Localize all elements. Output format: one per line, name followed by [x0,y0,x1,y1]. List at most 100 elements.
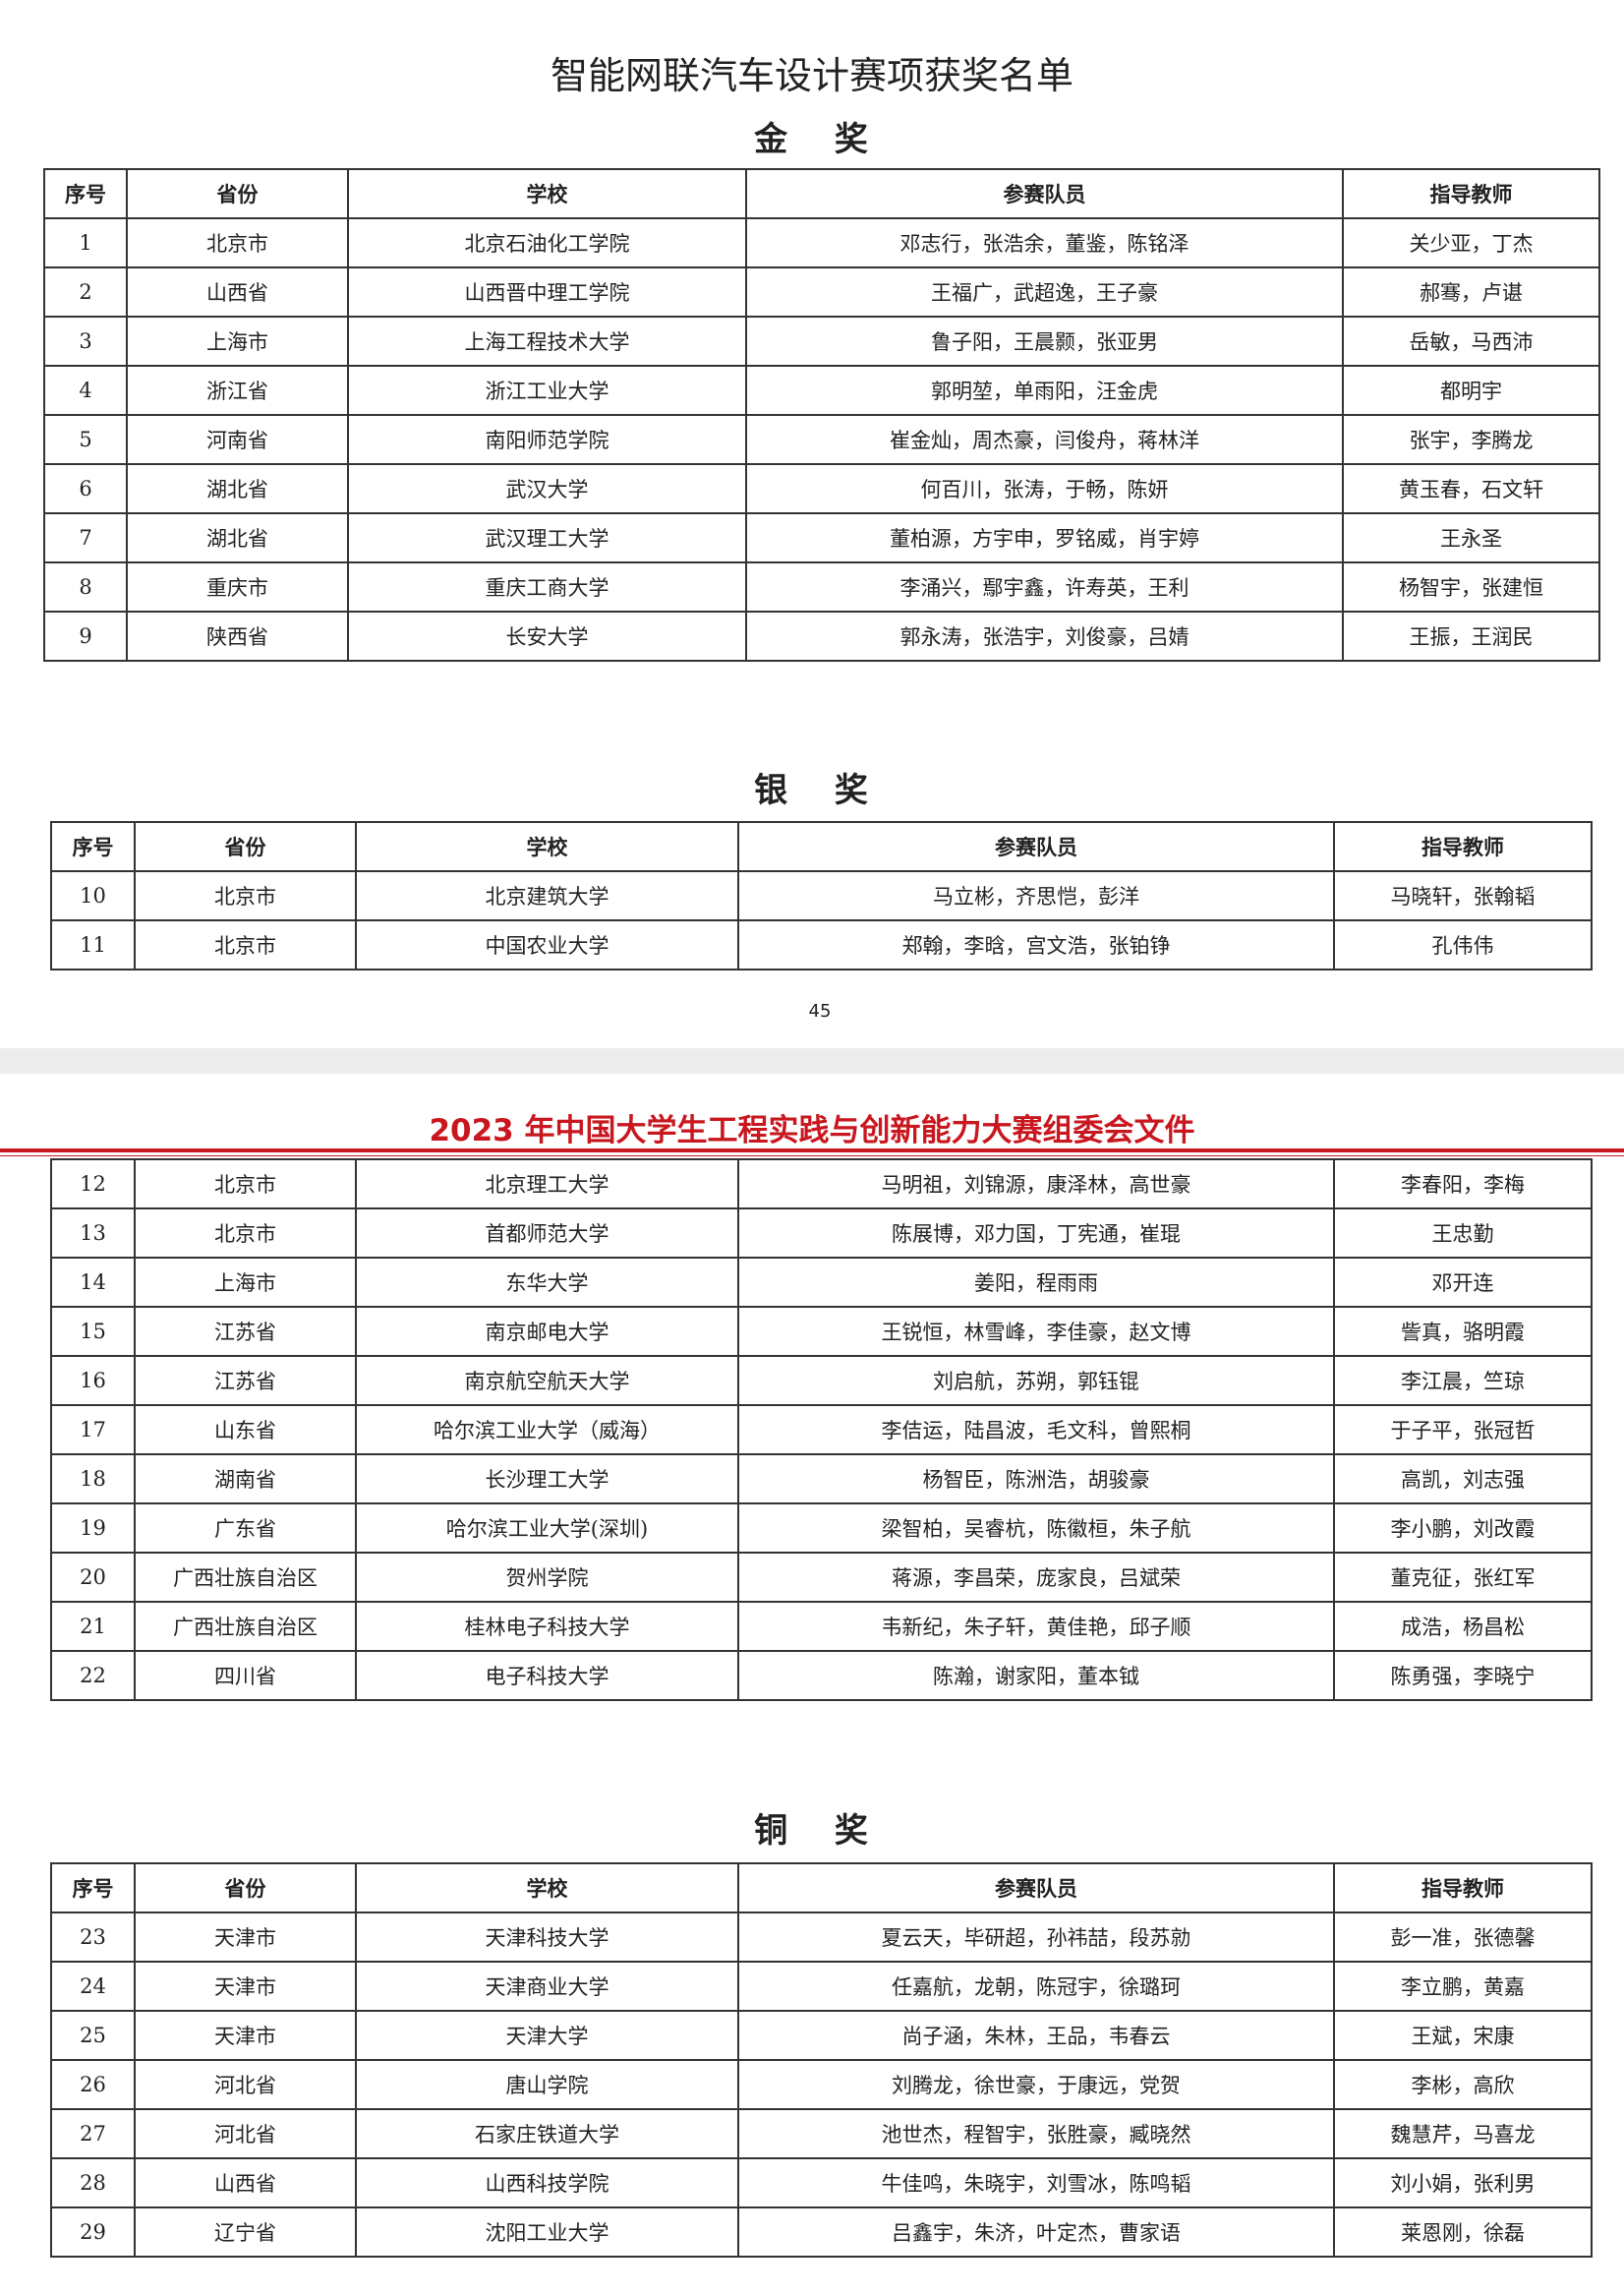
header-row: 序号 省份 学校 参赛队员 指导教师 [50,1862,1593,1913]
cell-school: 中国农业大学 [355,919,739,971]
cell-province: 江苏省 [134,1355,357,1406]
cell-province: 广西壮族自治区 [134,1601,357,1652]
header-team-members: 参赛队员 [737,1862,1335,1913]
cell-advisors: 孔伟伟 [1333,919,1593,971]
cell-province: 山西省 [126,266,349,318]
cell-province: 四川省 [134,1650,357,1701]
cell-team-members: 马明祖，刘锦源，康泽林，高世豪 [737,1158,1335,1209]
cell-rank: 19 [50,1502,136,1554]
cell-school: 哈尔滨工业大学（威海） [355,1404,739,1455]
table-row: 12 北京市 北京理工大学 马明祖，刘锦源，康泽林，高世豪 李春阳，李梅 [50,1158,1593,1209]
cell-advisors: 于子平，张冠哲 [1333,1404,1593,1455]
cell-advisors: 訾真，骆明霞 [1333,1306,1593,1357]
cell-school: 哈尔滨工业大学(深圳) [355,1502,739,1554]
letterhead-rule-thin [0,1155,1624,1156]
cell-rank: 22 [50,1650,136,1701]
cell-advisors: 邓开连 [1333,1257,1593,1308]
cell-school: 长沙理工大学 [355,1453,739,1504]
cell-team-members: 池世杰，程智宇，张胜豪，臧晓然 [737,2108,1335,2159]
document-title: 智能网联汽车设计赛项获奖名单 [550,54,1073,97]
table-row: 15 江苏省 南京邮电大学 王锐恒，林雪峰，李佳豪，赵文博 訾真，骆明霞 [50,1306,1593,1357]
table-row: 28 山西省 山西科技学院 牛佳鸣，朱晓宇，刘雪冰，陈鸣韬 刘小娟，张利男 [50,2157,1593,2208]
cell-school: 南京航空航天大学 [355,1355,739,1406]
cell-province: 河南省 [126,414,349,465]
silver-award-heading: 银 奖 [754,771,886,810]
cell-rank: 12 [50,1158,136,1209]
silver-award-table-continued: 12 北京市 北京理工大学 马明祖，刘锦源，康泽林，高世豪 李春阳，李梅 13 北京市 首都师… [50,1158,1593,1701]
cell-school: 山西科技学院 [355,2157,739,2208]
cell-rank: 10 [50,870,136,921]
cell-team-members: 夏云天，毕研超，孙祎喆，段苏勍 [737,1912,1335,1963]
header-advisors: 指导教师 [1333,1862,1593,1913]
cell-team-members: 邓志行，张浩余，董鉴，陈铭泽 [745,217,1344,268]
cell-team-members: 王福广，武超逸，王子豪 [745,266,1344,318]
cell-advisors: 李立鹏，黄嘉 [1333,1961,1593,2012]
cell-team-members: 李佶运，陆昌波，毛文科，曾熙桐 [737,1404,1335,1455]
cell-advisors: 成浩，杨昌松 [1333,1601,1593,1652]
cell-rank: 18 [50,1453,136,1504]
cell-advisors: 郝骞，卢谌 [1342,266,1600,318]
cell-advisors: 高凯，刘志强 [1333,1453,1593,1504]
cell-rank: 2 [43,266,128,318]
bronze-award-heading: 铜 奖 [754,1811,886,1851]
cell-province: 上海市 [134,1257,357,1308]
cell-rank: 28 [50,2157,136,2208]
cell-advisors: 彭一准，张德馨 [1333,1912,1593,1963]
cell-advisors: 关少亚，丁杰 [1342,217,1600,268]
cell-province: 天津市 [134,2010,357,2061]
header-school: 学校 [347,168,747,219]
table-row: 27 河北省 石家庄铁道大学 池世杰，程智宇，张胜豪，臧晓然 魏慧芹，马喜龙 [50,2108,1593,2159]
table-row: 29 辽宁省 沈阳工业大学 吕鑫宇，朱济，叶定杰，曹家语 莱恩刚，徐磊 [50,2206,1593,2258]
page-break [0,1048,1624,1074]
cell-team-members: 刘腾龙，徐世豪，于康远，党贺 [737,2059,1335,2110]
cell-province: 湖南省 [134,1453,357,1504]
cell-team-members: 姜阳，程雨雨 [737,1257,1335,1308]
table-row: 8 重庆市 重庆工商大学 李涌兴，鄢宇鑫，许寿英，王利 杨智宇，张建恒 [43,561,1600,613]
cell-rank: 15 [50,1306,136,1357]
header-team-members: 参赛队员 [737,821,1335,872]
cell-rank: 1 [43,217,128,268]
table-row: 14 上海市 东华大学 姜阳，程雨雨 邓开连 [50,1257,1593,1308]
cell-school: 电子科技大学 [355,1650,739,1701]
cell-team-members: 李涌兴，鄢宇鑫，许寿英，王利 [745,561,1344,613]
table-row: 11 北京市 中国农业大学 郑翰，李晗，宫文浩，张铂铮 孔伟伟 [50,919,1593,971]
cell-advisors: 黄玉春，石文轩 [1342,463,1600,514]
cell-school: 南京邮电大学 [355,1306,739,1357]
cell-advisors: 魏慧芹，马喜龙 [1333,2108,1593,2159]
cell-advisors: 王永圣 [1342,512,1600,563]
table-row: 9 陕西省 长安大学 郭永涛，张浩宇，刘俊豪，吕婧 王振，王润民 [43,611,1600,662]
cell-team-members: 韦新纪，朱子轩，黄佳艳，邱子顺 [737,1601,1335,1652]
cell-school: 唐山学院 [355,2059,739,2110]
cell-school: 山西晋中理工学院 [347,266,747,318]
cell-team-members: 陈瀚，谢家阳，董本钺 [737,1650,1335,1701]
cell-province: 天津市 [134,1912,357,1963]
cell-rank: 29 [50,2206,136,2258]
cell-rank: 23 [50,1912,136,1963]
cell-advisors: 王振，王润民 [1342,611,1600,662]
table-row: 1 北京市 北京石油化工学院 邓志行，张浩余，董鉴，陈铭泽 关少亚，丁杰 [43,217,1600,268]
cell-school: 浙江工业大学 [347,365,747,416]
cell-rank: 7 [43,512,128,563]
header-team-members: 参赛队员 [745,168,1344,219]
cell-school: 上海工程技术大学 [347,316,747,367]
silver-award-table: 序号 省份 学校 参赛队员 指导教师 10 北京市 北京建筑大学 马立彬，齐思恺，彭洋 马晓轩，张… [50,821,1593,971]
cell-advisors: 王忠勤 [1333,1207,1593,1259]
cell-team-members: 鲁子阳，王晨颢，张亚男 [745,316,1344,367]
header-row: 序号 省份 学校 参赛队员 指导教师 [50,821,1593,872]
cell-rank: 26 [50,2059,136,2110]
table-row: 22 四川省 电子科技大学 陈瀚，谢家阳，董本钺 陈勇强，李晓宁 [50,1650,1593,1701]
cell-team-members: 牛佳鸣，朱晓宇，刘雪冰，陈鸣韬 [737,2157,1335,2208]
cell-province: 江苏省 [134,1306,357,1357]
letterhead-rule [0,1148,1624,1152]
cell-team-members: 郑翰，李晗，宫文浩，张铂铮 [737,919,1335,971]
cell-team-members: 董柏源，方宇申，罗铭威，肖宇婷 [745,512,1344,563]
cell-province: 上海市 [126,316,349,367]
gold-award-table: 序号 省份 学校 参赛队员 指导教师 1 北京市 北京石油化工学院 邓志行，张浩余，董鉴，陈铭泽… [43,168,1600,662]
table-row: 25 天津市 天津大学 尚子涵，朱林，王品，韦春云 王斌，宋康 [50,2010,1593,2061]
cell-school: 北京建筑大学 [355,870,739,921]
table-row: 24 天津市 天津商业大学 任嘉航，龙朝，陈冠宇，徐璐珂 李立鹏，黄嘉 [50,1961,1593,2012]
cell-team-members: 杨智臣，陈洲浩，胡骏豪 [737,1453,1335,1504]
cell-rank: 27 [50,2108,136,2159]
header-advisors: 指导教师 [1333,821,1593,872]
cell-school: 重庆工商大学 [347,561,747,613]
